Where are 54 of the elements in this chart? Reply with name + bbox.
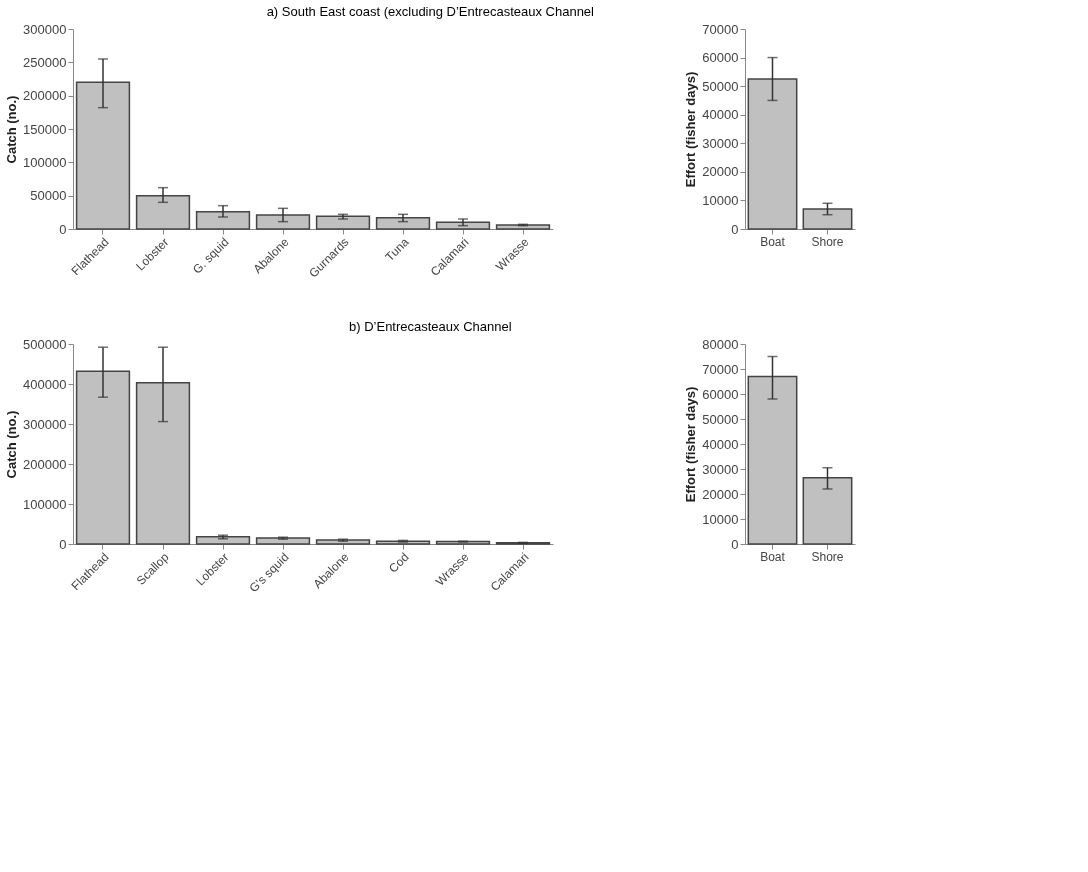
- bar: [75, 370, 131, 545]
- bar: [135, 194, 191, 230]
- y-tick-label: 300000: [23, 416, 67, 432]
- y-axis-title: Effort (fisher days): [683, 71, 699, 188]
- y-axis-title: Catch (no.): [4, 95, 20, 164]
- y-tick-label: 500000: [23, 336, 67, 352]
- y-tick-label: 100000: [23, 154, 67, 170]
- y-tick-label: 0: [59, 536, 67, 552]
- x-tick-label: Shore: [811, 234, 844, 249]
- y-tick-label: 40000: [702, 436, 739, 452]
- y-tick-label: 10000: [702, 511, 739, 527]
- y-axis-title: Effort (fisher days): [683, 386, 699, 503]
- x-tick-label: Cod: [386, 550, 412, 576]
- bar: [375, 216, 431, 230]
- y-tick-label: 40000: [702, 107, 739, 123]
- y-tick-label: 50000: [30, 188, 67, 204]
- y-tick-label: 20000: [702, 486, 739, 502]
- bar: [495, 224, 551, 230]
- bar: [255, 537, 311, 545]
- y-tick-label: 400000: [23, 376, 67, 392]
- y-tick-label: 60000: [702, 50, 739, 66]
- y-tick-label: 150000: [23, 121, 67, 137]
- bar: [195, 210, 251, 230]
- y-tick-label: 200000: [23, 88, 67, 104]
- y-tick-label: 70000: [702, 21, 739, 37]
- y-tick-label: 200000: [23, 456, 67, 472]
- y-axis-title: Catch (no.): [4, 410, 20, 479]
- y-tick-label: 80000: [702, 336, 739, 352]
- y-tick-label: 30000: [702, 461, 739, 477]
- x-tick-label: Boat: [760, 234, 786, 249]
- bar: [315, 539, 371, 545]
- bar: [75, 81, 131, 230]
- y-tick-label: 70000: [702, 361, 739, 377]
- y-tick-label: 0: [731, 536, 739, 552]
- x-tick-label: Boat: [760, 549, 786, 564]
- bar: [255, 214, 311, 230]
- x-tick-label: Shore: [811, 549, 844, 564]
- y-tick-label: 50000: [702, 78, 739, 94]
- y-tick-label: 50000: [702, 411, 739, 427]
- y-tick-label: 60000: [702, 386, 739, 402]
- y-tick-label: 0: [731, 221, 739, 237]
- bar: [315, 215, 371, 230]
- y-tick-label: 0: [59, 221, 67, 237]
- y-tick-label: 300000: [23, 21, 67, 37]
- chart-title: b) D’Entrecasteaux Channel: [349, 318, 512, 334]
- y-tick-label: 100000: [23, 496, 67, 512]
- y-tick-label: 20000: [702, 164, 739, 180]
- y-tick-label: 30000: [702, 135, 739, 151]
- y-tick-label: 10000: [702, 192, 739, 208]
- chart-title: a) South East coast (excluding D’Entrecasteaux Channel: [266, 3, 595, 19]
- bar: [195, 536, 251, 545]
- bar: [135, 382, 191, 545]
- bar: [435, 221, 491, 230]
- y-tick-label: 250000: [23, 54, 67, 70]
